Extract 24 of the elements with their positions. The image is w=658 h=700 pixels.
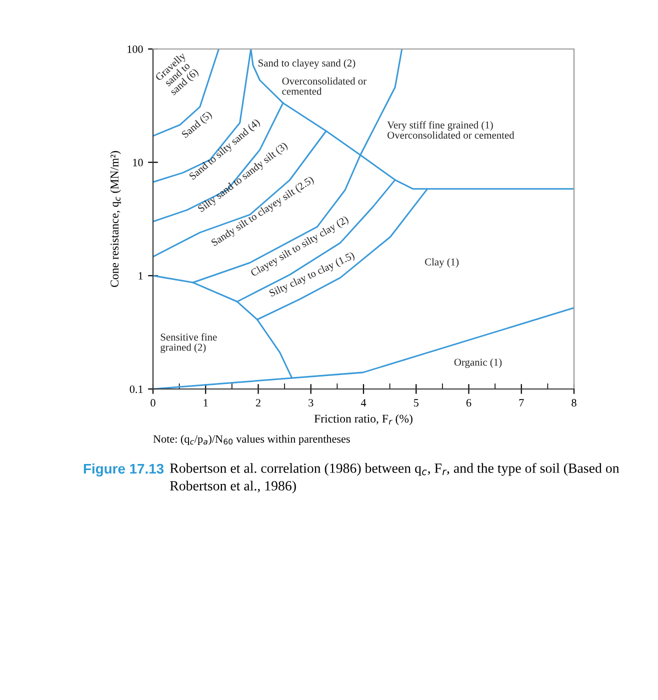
y-tick-label: 10 [133, 158, 143, 166]
y-axis-title: Cone resistance, q$_{c}$ (MN/m²) [110, 151, 121, 288]
x-tick-label: 1 [204, 399, 208, 406]
y-tick-label: 0.1 [130, 385, 143, 394]
annotation: Overconsolidated or cemented [282, 77, 366, 95]
annotation: Organic (1) [454, 358, 502, 368]
x-tick-label: 4 [360, 399, 366, 406]
text: Robertson et al. correlation (1986) between q$_{c}$, F$_{r}$, and the type of soil (Based on Robertson et al., 1986) [170, 463, 620, 494]
y-tick-label: 100 [128, 45, 143, 53]
annotation: Sand to clayey sand (2) [258, 59, 356, 69]
x-tick-label: 8 [572, 399, 576, 407]
x-tick-label: 2 [256, 399, 260, 406]
x-tick-label: 5 [414, 399, 418, 407]
caption: Figure 17.13 [84, 463, 164, 477]
annotation: Clay (1) [425, 258, 459, 268]
x-tick-label: 6 [466, 399, 472, 407]
x-axis-title: Friction ratio, F$_{r}$ (%) [314, 414, 412, 426]
text: Note: (q$_{c}$/p$_{a}$)/N$_{60}$ values within parentheses [153, 434, 350, 445]
y-tick-label: 1 [138, 272, 143, 280]
annotation: Sensitive fine grained (2) [160, 333, 217, 353]
x-tick-label: 7 [519, 399, 524, 406]
x-tick-label: 3 [308, 399, 314, 407]
annotation: Very stiff fine grained (1) Overconsolidated or cemented [387, 121, 514, 139]
x-tick-label: 0 [150, 399, 156, 407]
